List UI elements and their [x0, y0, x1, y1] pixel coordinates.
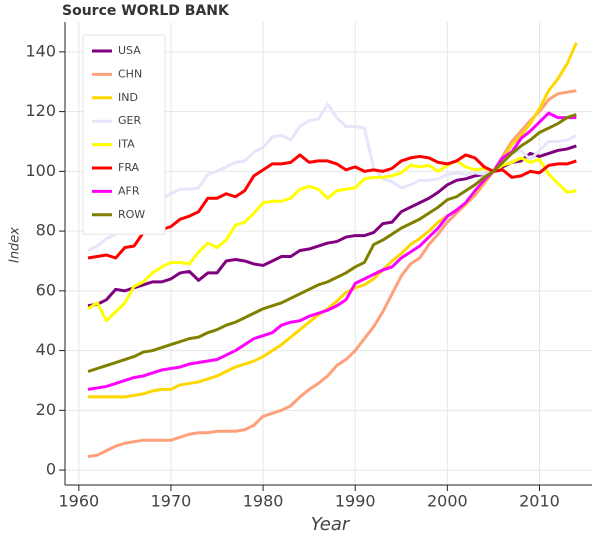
legend-label: ROW: [118, 208, 145, 221]
chart-title: Source WORLD BANK: [62, 3, 230, 19]
x-tick-label: 1960: [58, 492, 99, 511]
legend-label: USA: [118, 44, 141, 57]
y-tick-label: 100: [25, 161, 56, 180]
y-tick-label: 20: [36, 400, 56, 419]
legend-label: FRA: [118, 161, 140, 174]
x-tick-label: 2000: [427, 492, 468, 511]
x-axis-label: Year: [311, 514, 351, 535]
legend: USA CHN IND GER ITA FRA AFR ROW: [82, 34, 166, 235]
y-tick-label: 140: [25, 41, 56, 60]
x-tick-label: 1990: [335, 492, 376, 511]
legend-box: [82, 34, 166, 235]
legend-label: AFR: [118, 184, 140, 197]
y-tick-label: 80: [36, 221, 56, 240]
y-tick-label: 40: [36, 340, 56, 359]
x-tick-label: 1970: [151, 492, 192, 511]
lines: [87, 42, 578, 459]
legend-label: CHN: [118, 67, 142, 80]
y-tick-label: 0: [46, 460, 56, 479]
y-tick-label: 120: [25, 101, 56, 120]
legend-label: GER: [118, 114, 141, 127]
y-tick-label: 60: [36, 280, 56, 299]
legend-label: ITA: [118, 138, 135, 151]
x-tick-label: 2010: [519, 492, 560, 511]
axes: 0 20 40 60 80 100 120 140 1960 1970 1980 1990 2000 20…: [25, 22, 592, 511]
series-line: [87, 113, 577, 373]
legend-label: IND: [118, 91, 138, 104]
y-axis-label: Index: [8, 227, 23, 263]
x-tick-label: 1980: [243, 492, 284, 511]
